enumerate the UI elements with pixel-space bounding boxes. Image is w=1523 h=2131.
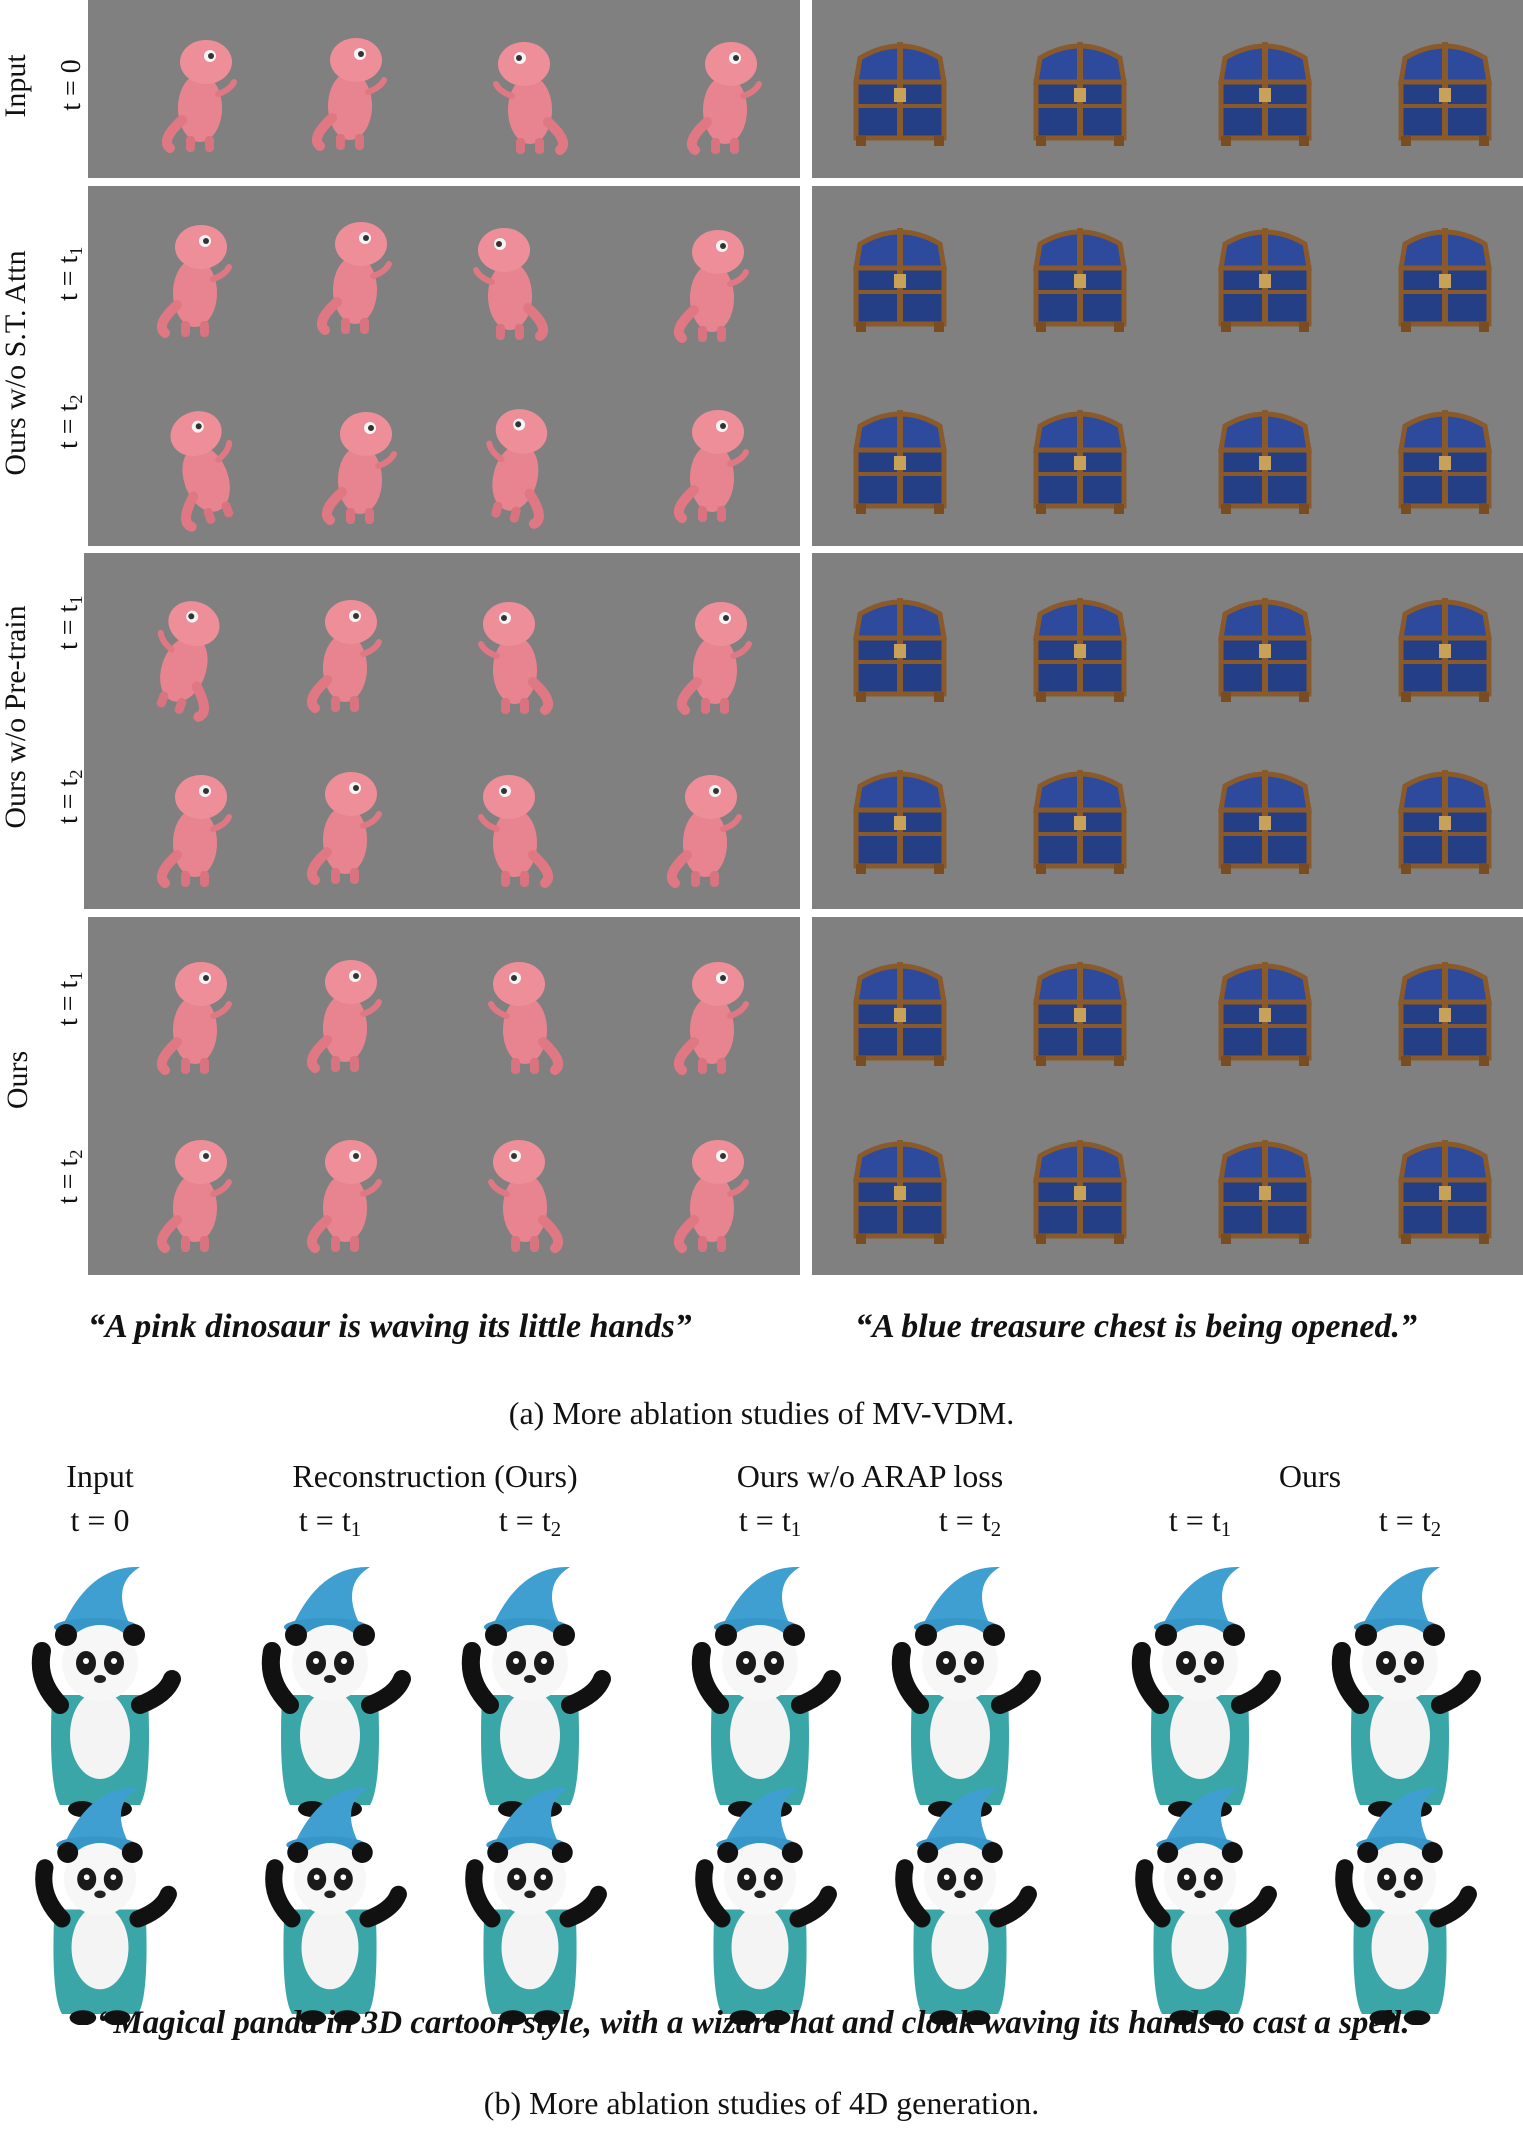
dino-input-view-4 [692,42,759,154]
col-head-arap-t2: t = t2 [938,1502,1002,1542]
chest-st-t1-view-3 [1221,228,1309,332]
panda-ours-t1-row1 [1141,1567,1272,1817]
panda-recon-t1-row2 [274,1788,399,2025]
chest-st-t2-view-3 [1221,410,1309,514]
panda-ours-t2-row1 [1341,1567,1472,1817]
dino-st-t1-view-4 [679,230,746,342]
dino-pre-t1-view-2 [312,600,379,712]
col-head-ours-t2: t = t2 [1378,1502,1442,1542]
chest-st-t1-view-2 [1036,228,1124,332]
chest-ours-t1-view-1 [856,962,944,1066]
chest-pre-t2-view-2 [1036,770,1124,874]
dino-ours-t1-view-2 [312,960,379,1072]
dino-ours-t1-view-4 [679,962,746,1074]
dino-st-t2-view-4 [679,410,746,522]
chest-pre-t1-view-2 [1036,598,1124,702]
dino-ours-t2-view-2 [312,1140,379,1252]
chest-input-view-1 [856,42,944,146]
chest-ours-t2-view-1 [856,1140,944,1244]
dino-pre-t1-view-4 [682,602,749,714]
col-head-arap-t1: t = t1 [738,1502,802,1542]
chest-input-view-4 [1401,42,1489,146]
panda-arap-t1-row1 [701,1567,832,1817]
panda-recon-t2-row2 [474,1788,599,2025]
chest-ours-t2-view-3 [1221,1140,1309,1244]
panda-recon-t1-row1 [271,1567,402,1817]
chest-input-view-3 [1221,42,1309,146]
chest-pre-t1-view-3 [1221,598,1309,702]
panda-input-row2 [44,1788,169,2025]
panda-arap-t2-row1 [901,1567,1032,1817]
chest-st-t2-view-4 [1401,410,1489,514]
col-head-recon-t2: t = t2 [498,1502,562,1542]
dino-input-view-2 [317,38,384,150]
chest-ours-t1-view-4 [1401,962,1489,1066]
part-a-renders [0,0,1523,1280]
caption-part-a: (a) More ablation studies of MV-VDM. [508,1395,1015,1431]
part-b-renders [0,1555,1523,2025]
dino-ours-t1-view-1 [162,962,229,1074]
dino-st-t2-view-2 [327,412,394,524]
dino-ours-t1-view-3 [491,962,558,1074]
quote-panda: “Magical panda in 3D cartoon style, with… [96,2005,1427,2041]
dino-ours-t2-view-1 [162,1140,229,1252]
col-head-reconstruction: Reconstruction (Ours) [292,1458,578,1494]
caption-part-b: (b) More ablation studies of 4D generati… [483,2085,1040,2121]
chest-input-view-2 [1036,42,1124,146]
dino-pre-t1-view-1 [137,593,238,721]
dino-st-t2-view-1 [152,403,253,531]
chest-pre-t2-view-4 [1401,770,1489,874]
panda-arap-t1-row2 [704,1788,829,2025]
chest-pre-t2-view-1 [856,770,944,874]
dino-input-view-1 [167,40,234,152]
chest-ours-t2-view-4 [1401,1140,1489,1244]
chest-pre-t1-view-4 [1401,598,1489,702]
dino-pre-t2-view-1 [162,775,229,887]
col-head-ours-t1: t = t1 [1168,1502,1232,1542]
col-head-ours: Ours [1278,1458,1342,1494]
dino-st-t2-view-3 [471,403,565,529]
chest-pre-t2-view-3 [1221,770,1309,874]
dino-pre-t1-view-3 [481,602,548,714]
panda-ours-t1-row2 [1144,1788,1269,2025]
dino-pre-t2-view-3 [481,775,548,887]
dino-ours-t2-view-3 [491,1140,558,1252]
dino-pre-t2-view-2 [312,772,379,884]
chest-st-t2-view-2 [1036,410,1124,514]
chest-ours-t1-view-3 [1221,962,1309,1066]
dino-st-t1-view-1 [162,225,229,337]
quote-chest: “A blue treasure chest is being opened.” [855,1308,1417,1345]
panda-recon-t2-row1 [471,1567,602,1817]
chest-ours-t2-view-2 [1036,1140,1124,1244]
quote-dinosaur: “A pink dinosaur is waving its little ha… [88,1308,692,1345]
dino-pre-t2-view-4 [672,775,739,887]
chest-pre-t1-view-1 [856,598,944,702]
panda-input-row1 [41,1567,172,1817]
col-head-arap: Ours w/o ARAP loss [736,1458,1004,1494]
dino-ours-t2-view-4 [679,1140,746,1252]
dino-st-t1-view-2 [322,222,389,334]
dino-st-t1-view-3 [476,228,543,340]
panda-ours-t2-row2 [1344,1788,1469,2025]
dino-input-view-3 [496,42,563,154]
chest-st-t1-view-1 [856,228,944,332]
chest-st-t2-view-1 [856,410,944,514]
panda-arap-t2-row2 [904,1788,1029,2025]
col-head-recon-t1: t = t1 [298,1502,362,1542]
col-head-input-time: t = 0 [70,1502,130,1538]
chest-st-t1-view-4 [1401,228,1489,332]
col-head-input: Input [66,1458,134,1494]
chest-ours-t1-view-2 [1036,962,1124,1066]
